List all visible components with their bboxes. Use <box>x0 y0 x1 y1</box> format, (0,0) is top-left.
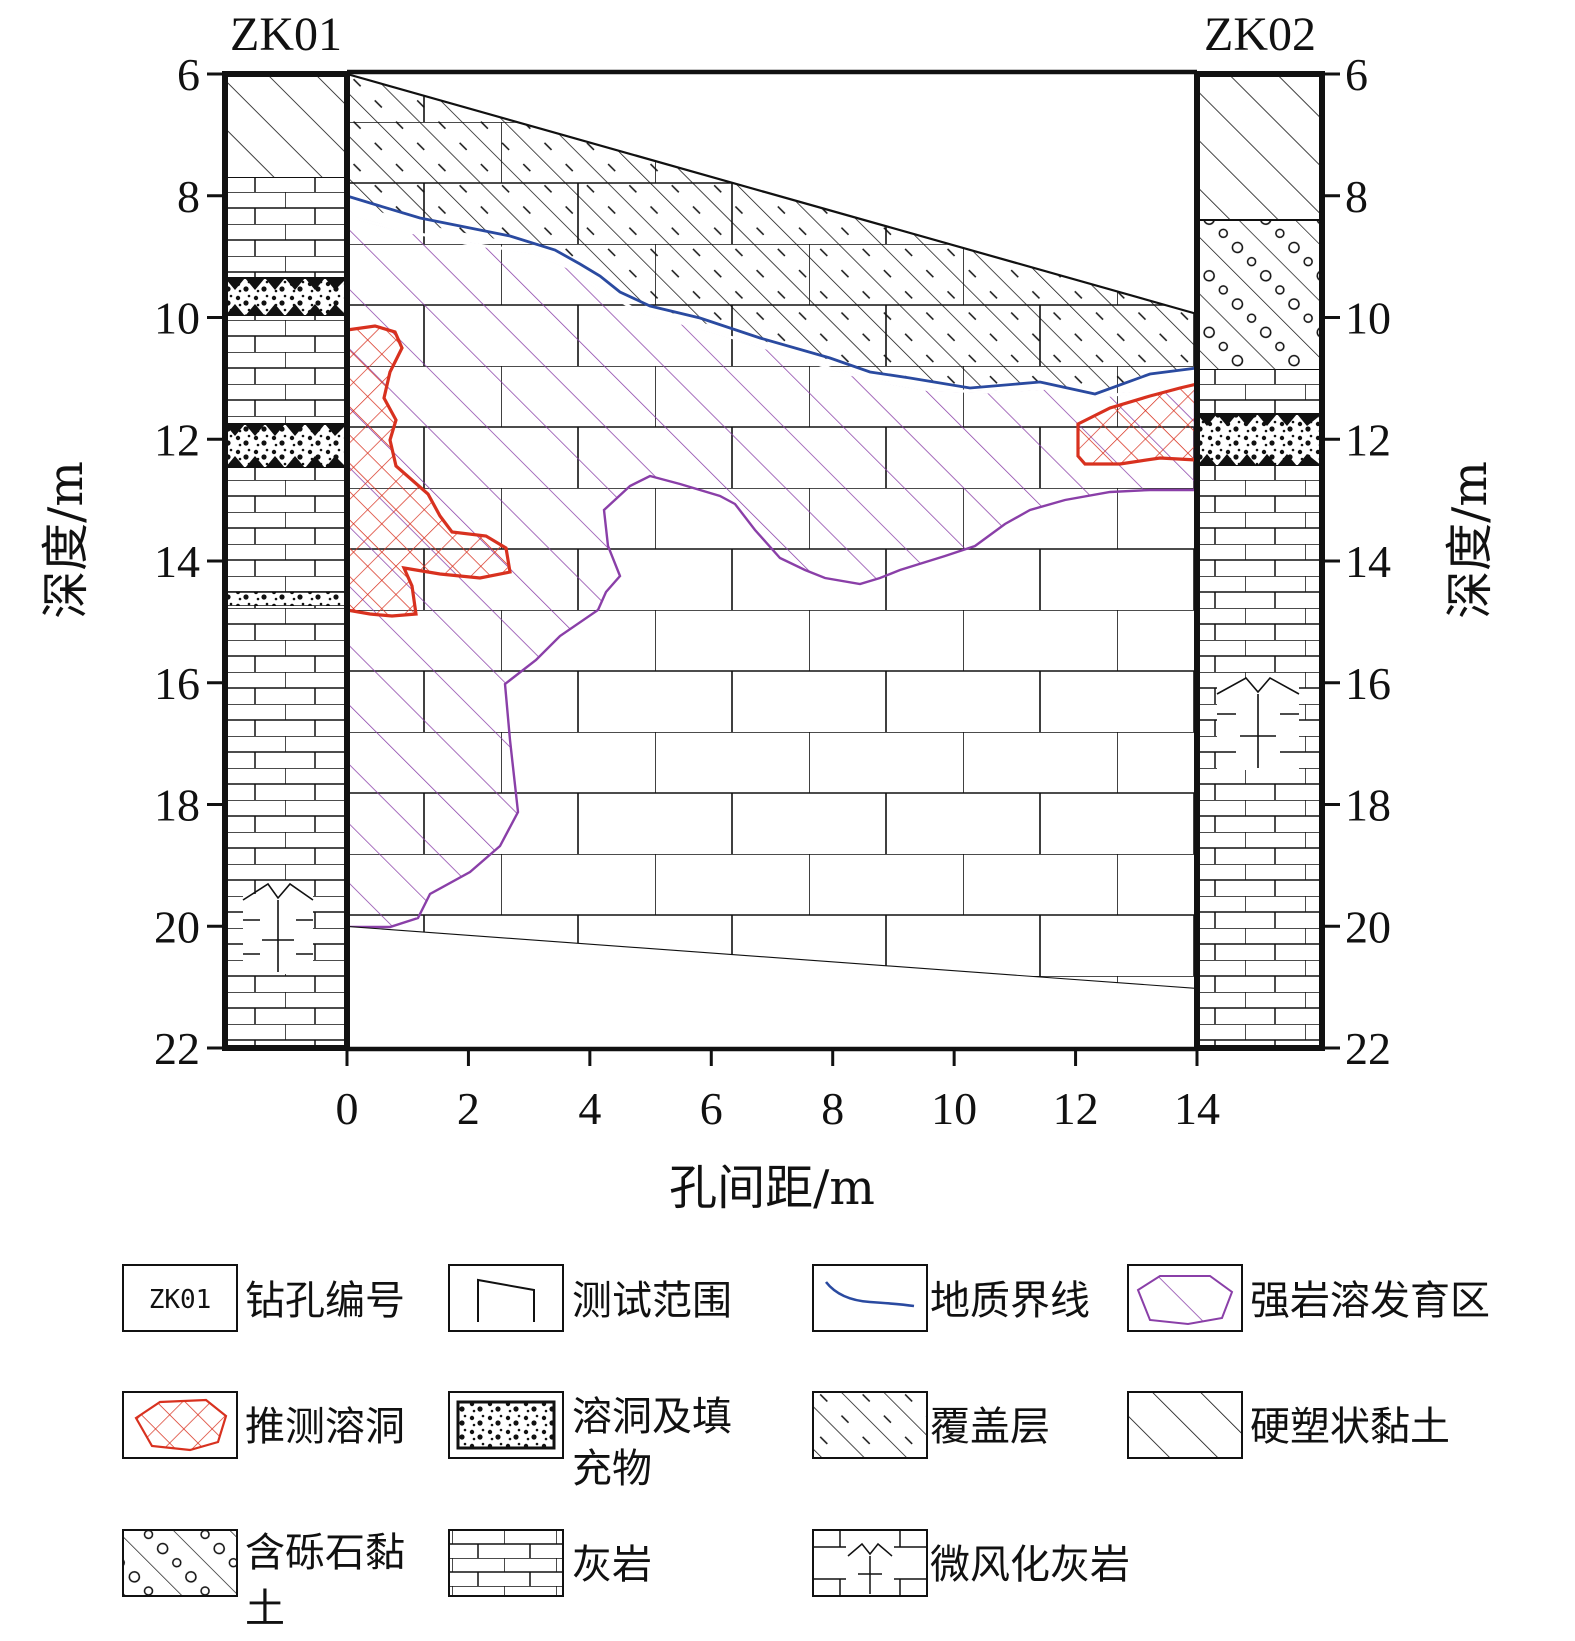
zk02-gravel-clay <box>1197 220 1322 370</box>
y-tick-right-label: 16 <box>1345 658 1391 709</box>
x-tick-label: 14 <box>1174 1083 1220 1134</box>
y-tick-right-label: 6 <box>1345 49 1368 100</box>
y-tick-right-label: 14 <box>1345 536 1391 587</box>
y-tick-left-label: 20 <box>154 901 200 952</box>
legend-label-karst-zone: 强岩溶发育区 <box>1250 1278 1490 1324</box>
y-tick-right-label: 10 <box>1345 293 1391 344</box>
x-tick-label: 4 <box>578 1083 601 1134</box>
zk01-hard-clay <box>225 74 347 178</box>
zk01-limestone-1 <box>225 178 347 278</box>
y-axis-label-left: 深度/m <box>38 461 94 619</box>
borehole-label-zk02: ZK02 <box>1204 8 1316 61</box>
legend-label-overburden: 覆盖层 <box>930 1404 1050 1450</box>
legend-label-inferred-cave: 推测溶洞 <box>245 1404 405 1450</box>
zk02-hard-clay <box>1197 74 1322 220</box>
y-axis-right: 6 8 10 12 14 16 18 20 22 <box>1322 49 1391 1074</box>
y-tick-left-label: 8 <box>177 171 200 222</box>
y-tick-left-label: 22 <box>154 1023 200 1074</box>
borehole-zk01-column <box>222 71 350 1051</box>
y-tick-right-label: 22 <box>1345 1023 1391 1074</box>
x-tick-label: 8 <box>821 1083 844 1134</box>
legend-label-limestone: 灰岩 <box>572 1542 652 1588</box>
zk01-limestone-2 <box>225 316 347 424</box>
y-axis-label-right: 深度/m <box>1442 461 1498 619</box>
y-tick-left-label: 16 <box>154 658 200 709</box>
borehole-label-zk01: ZK01 <box>230 8 342 61</box>
x-tick-label: 0 <box>336 1083 359 1134</box>
x-axis-label: 孔间距/m <box>669 1160 875 1216</box>
y-tick-right-label: 18 <box>1345 780 1391 831</box>
y-tick-right-label: 12 <box>1345 414 1391 465</box>
x-tick-label: 12 <box>1053 1083 1099 1134</box>
zk01-weathered-limestone <box>242 882 314 974</box>
legend-label-geo-boundary: 地质界线 <box>930 1278 1090 1324</box>
karst-top-mask <box>346 214 1196 398</box>
zk02-weathered-limestone <box>1216 676 1300 770</box>
legend-item-borehole-id: ZK01 钻孔编号 <box>122 1264 405 1332</box>
legend-item-cave-fill: 溶洞及填 充物 <box>448 1391 732 1492</box>
zk01-cave-fill-3 <box>224 591 348 607</box>
test-range-top <box>346 72 1198 316</box>
legend-item-karst-zone: 强岩溶发育区 <box>1127 1264 1490 1332</box>
legend-label-gravel-clay-line1: 含砾石黏 <box>245 1530 405 1576</box>
legend-label-cave-fill-line2: 充物 <box>572 1446 652 1492</box>
legend-label-hard-clay: 硬塑状黏土 <box>1250 1404 1450 1450</box>
legend: ZK01 钻孔编号 测试范围 地质界线 强岩溶发育区 推测溶洞 溶洞及填 <box>122 1264 1490 1632</box>
legend-item-limestone: 灰岩 <box>448 1529 652 1597</box>
zk01-cave-fill-2 <box>224 423 348 469</box>
y-tick-right-label: 8 <box>1345 171 1368 222</box>
x-axis: 0 2 4 6 8 10 12 14 <box>336 1048 1220 1134</box>
y-tick-left-label: 6 <box>177 49 200 100</box>
legend-label-test-range: 测试范围 <box>572 1278 732 1324</box>
y-tick-left-label: 18 <box>154 780 200 831</box>
zk01-cave-fill-1 <box>224 277 348 317</box>
legend-item-overburden: 覆盖层 <box>812 1391 1050 1459</box>
x-tick-label: 2 <box>457 1083 480 1134</box>
y-tick-left-label: 14 <box>154 536 200 587</box>
x-tick-label: 6 <box>700 1083 723 1134</box>
y-tick-left-label: 10 <box>154 293 200 344</box>
legend-item-geo-boundary: 地质界线 <box>812 1264 1090 1332</box>
borehole-zk02-column <box>1194 71 1325 1051</box>
legend-label-cave-fill-line1: 溶洞及填 <box>572 1394 732 1440</box>
x-tick-label: 10 <box>931 1083 977 1134</box>
legend-item-weathered-limestone: 微风化灰岩 <box>812 1529 1130 1597</box>
legend-label-gravel-clay-line2: 土 <box>245 1586 285 1632</box>
geo-boundary-line <box>346 194 1198 396</box>
legend-item-hard-clay: 硬塑状黏土 <box>1127 1391 1450 1459</box>
zk02-cave-fill <box>1196 413 1323 467</box>
below-range <box>347 927 1197 1048</box>
inferred-cave-left <box>345 324 512 618</box>
zk02-limestone-1 <box>1197 370 1322 414</box>
legend-label-weathered-limestone: 微风化灰岩 <box>930 1542 1130 1588</box>
legend-sample-text: ZK01 <box>149 1285 212 1315</box>
zk01-limestone-3 <box>225 468 347 592</box>
legend-item-inferred-cave: 推测溶洞 <box>122 1391 405 1459</box>
zk01-limestone-4 <box>225 606 347 1048</box>
legend-item-gravel-clay: 含砾石黏 土 <box>122 1529 405 1632</box>
y-tick-left-label: 12 <box>154 414 200 465</box>
y-axis-left: 6 8 10 12 14 16 18 20 22 <box>154 49 225 1074</box>
legend-item-test-range: 测试范围 <box>448 1264 732 1332</box>
y-tick-right-label: 20 <box>1345 901 1391 952</box>
overburden-layer <box>347 74 1197 394</box>
legend-label-borehole-id: 钻孔编号 <box>245 1278 405 1324</box>
